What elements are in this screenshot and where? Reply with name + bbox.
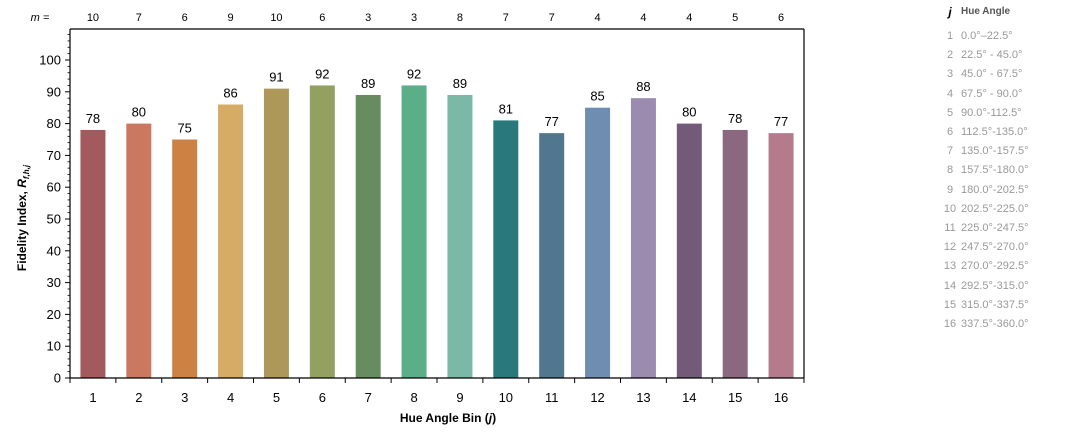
x-axis-title-suffix: ) bbox=[492, 411, 496, 425]
bar bbox=[676, 123, 702, 378]
m-count: 7 bbox=[503, 12, 509, 24]
m-count: 3 bbox=[365, 12, 371, 24]
m-count: 7 bbox=[136, 12, 142, 24]
value-label: 77 bbox=[774, 114, 788, 129]
bar bbox=[630, 98, 656, 378]
y-tick-label: 0 bbox=[54, 371, 61, 386]
m-count: 6 bbox=[182, 12, 188, 24]
value-label: 91 bbox=[269, 70, 283, 85]
y-tick-label: 40 bbox=[47, 243, 61, 258]
value-label: 92 bbox=[407, 66, 421, 81]
m-count: 8 bbox=[457, 12, 463, 24]
value-label: 78 bbox=[86, 111, 100, 126]
m-count: 4 bbox=[686, 12, 692, 24]
value-label: 88 bbox=[636, 79, 650, 94]
m-count: 4 bbox=[640, 12, 646, 24]
value-label: 78 bbox=[728, 111, 742, 126]
x-tick-label: 9 bbox=[456, 390, 463, 405]
value-label: 75 bbox=[177, 121, 191, 136]
bar bbox=[401, 85, 427, 378]
value-label: 92 bbox=[315, 66, 329, 81]
m-count: 6 bbox=[319, 12, 325, 24]
value-label: 77 bbox=[544, 114, 558, 129]
x-tick-label: 6 bbox=[319, 390, 326, 405]
x-tick-label: 8 bbox=[410, 390, 417, 405]
m-count: 6 bbox=[778, 12, 784, 24]
x-tick-label: 3 bbox=[181, 390, 188, 405]
x-tick-label: 10 bbox=[499, 390, 513, 405]
x-tick-label: 4 bbox=[227, 390, 234, 405]
bar bbox=[218, 104, 244, 379]
y-axis-title: Fidelity Index, Rf,h,j bbox=[15, 164, 31, 271]
bars-group bbox=[80, 85, 794, 379]
x-tick-label: 14 bbox=[682, 390, 696, 405]
x-tick-label: 12 bbox=[590, 390, 604, 405]
y-tick-label: 70 bbox=[47, 148, 61, 163]
y-tick-label: 100 bbox=[39, 53, 61, 68]
x-tick-label: 5 bbox=[273, 390, 280, 405]
x-tick-label: 15 bbox=[728, 390, 742, 405]
bar bbox=[768, 133, 794, 378]
bar bbox=[309, 85, 335, 378]
bar bbox=[722, 129, 748, 378]
bar bbox=[126, 123, 152, 378]
y-tick-label: 20 bbox=[47, 307, 61, 322]
m-label: m = bbox=[31, 12, 50, 24]
x-tick-label: 1 bbox=[89, 390, 96, 405]
x-axis: 1 2 3 4 5 6 7 8 9 10 11 12 13 14 15 16 bbox=[69, 28, 805, 405]
bar bbox=[172, 139, 198, 378]
m-count: 9 bbox=[228, 12, 234, 24]
value-label: 85 bbox=[590, 89, 604, 104]
value-label: 86 bbox=[223, 86, 237, 101]
bar bbox=[263, 88, 289, 379]
value-label: 89 bbox=[453, 76, 467, 91]
bar bbox=[539, 133, 565, 378]
y-tick-label: 50 bbox=[47, 212, 61, 227]
m-count: 4 bbox=[595, 12, 601, 24]
x-tick-label: 2 bbox=[135, 390, 142, 405]
m-count-row: m = 10 7 6 9 10 6 3 3 8 7 7 4 4 4 5 6 bbox=[31, 12, 784, 24]
m-count: 7 bbox=[549, 12, 555, 24]
m-count: 10 bbox=[87, 12, 99, 24]
y-tick-label: 60 bbox=[47, 180, 61, 195]
m-count: 10 bbox=[270, 12, 282, 24]
bar bbox=[493, 120, 519, 379]
value-label: 81 bbox=[499, 101, 513, 116]
m-count: 3 bbox=[411, 12, 417, 24]
bar bbox=[355, 94, 381, 378]
y-axis-title-subscript: f,h,j bbox=[22, 164, 31, 179]
y-axis-title-variable: R bbox=[15, 179, 29, 188]
x-axis-title-variable: j bbox=[487, 411, 493, 425]
value-label: 80 bbox=[132, 105, 146, 120]
value-labels-group: 78 80 75 86 91 92 89 92 89 81 77 85 88 80 78 77 bbox=[86, 66, 789, 135]
bar bbox=[447, 94, 473, 378]
value-label: 80 bbox=[682, 105, 696, 120]
y-tick-label: 10 bbox=[47, 339, 61, 354]
x-tick-label: 16 bbox=[774, 390, 788, 405]
y-tick-label: 80 bbox=[47, 116, 61, 131]
y-axis: 0 10 20 30 40 50 60 70 80 90 100 bbox=[39, 29, 71, 386]
x-tick-label: 7 bbox=[365, 390, 372, 405]
x-axis-title-prefix: Hue Angle Bin ( bbox=[400, 411, 489, 425]
m-count: 5 bbox=[732, 12, 738, 24]
x-tick-label: 11 bbox=[545, 390, 559, 405]
y-axis-title-prefix: Fidelity Index, bbox=[15, 188, 29, 271]
x-axis-title: Hue Angle Bin (j) bbox=[400, 411, 496, 425]
x-tick-label: 13 bbox=[636, 390, 650, 405]
bar bbox=[80, 129, 106, 378]
bar bbox=[585, 107, 611, 378]
y-tick-label: 30 bbox=[47, 275, 61, 290]
value-label: 89 bbox=[361, 76, 375, 91]
y-tick-label: 90 bbox=[47, 84, 61, 99]
